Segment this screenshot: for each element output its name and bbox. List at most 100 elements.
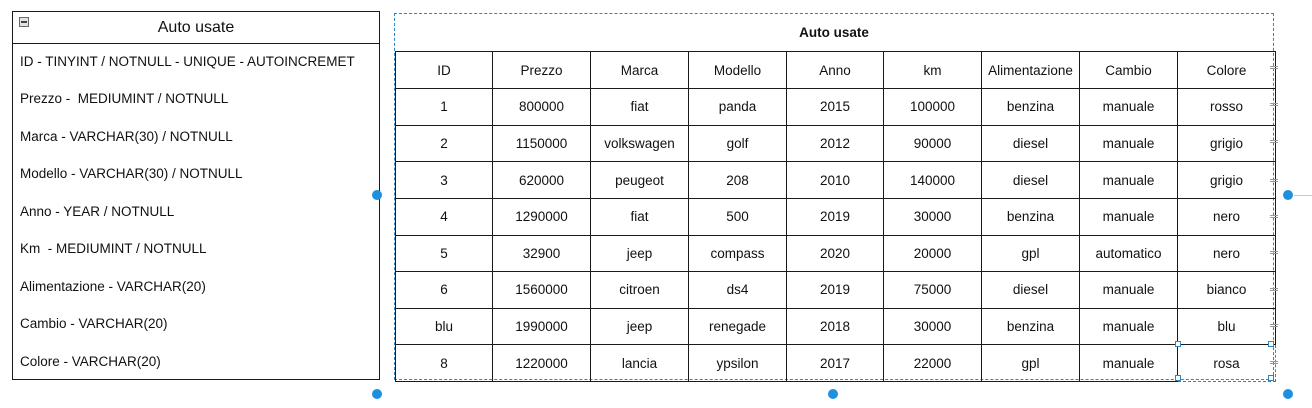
entity-box[interactable]: Auto usate ID - TINYINT / NOTNULL - UNIQ… [12,11,380,380]
table-cell[interactable]: gpl [981,344,1080,382]
table-cell[interactable]: jeep [590,234,689,273]
table-cell[interactable]: fiat [590,88,689,126]
table-cell[interactable]: ds4 [688,271,787,309]
row-resize-handle[interactable] [1270,288,1278,291]
column-header[interactable]: Prezzo [492,51,591,89]
table-cell[interactable]: rosso [1177,88,1276,126]
table-cell[interactable]: 620000 [492,161,591,199]
table-cell[interactable]: citroen [590,271,689,309]
row-resize-handle[interactable] [1270,215,1278,218]
table-cell[interactable]: 5 [395,234,493,273]
table-cell[interactable]: 2018 [786,307,884,346]
table-cell[interactable]: lancia [590,344,689,382]
row-resize-handle[interactable] [1270,179,1278,182]
table-cell[interactable]: manuale [1079,161,1178,199]
table-cell[interactable]: benzina [981,88,1080,126]
table-cell[interactable]: compass [688,234,787,273]
table-cell[interactable]: jeep [590,307,689,346]
selection-handle-top-right[interactable] [1268,341,1274,347]
table-cell[interactable]: 75000 [883,271,982,309]
table-cell[interactable]: manuale [1079,88,1178,126]
table-cell[interactable]: diesel [981,271,1080,309]
column-header[interactable]: Alimentazione [981,51,1080,89]
table-cell[interactable]: benzina [981,197,1080,236]
table-cell[interactable]: manuale [1079,197,1178,236]
table-cell[interactable]: 2020 [786,234,884,273]
table-cell[interactable]: manuale [1079,124,1178,163]
table-cell[interactable]: panda [688,88,787,126]
table-cell[interactable]: automatico [1079,234,1178,273]
row-resize-handle[interactable] [1270,140,1278,143]
table-cell[interactable]: 1150000 [492,124,591,163]
table-cell[interactable]: 2017 [786,344,884,382]
table-cell[interactable]: peugeot [590,161,689,199]
selection-handle-bottom-left[interactable] [1175,375,1181,381]
table-cell[interactable]: grigio [1177,124,1276,163]
table-cell[interactable]: 2019 [786,271,884,309]
table-cell[interactable]: 2012 [786,124,884,163]
connection-point-bottom-center[interactable] [828,389,838,399]
table-cell[interactable]: grigio [1177,161,1276,199]
table-cell[interactable]: 1 [395,88,493,126]
table-cell[interactable]: nero [1177,234,1276,273]
selected-table-cell[interactable]: rosa [1177,344,1276,382]
table-cell[interactable]: gpl [981,234,1080,273]
table-cell[interactable]: manuale [1079,344,1178,382]
table-cell[interactable]: golf [688,124,787,163]
table-cell[interactable]: 6 [395,271,493,309]
table-cell[interactable]: diesel [981,124,1080,163]
table-cell[interactable]: 140000 [883,161,982,199]
column-header[interactable]: Cambio [1079,51,1178,89]
table-cell[interactable]: 1990000 [492,307,591,346]
table-cell[interactable]: 4 [395,197,493,236]
collapse-minus-icon[interactable] [19,17,29,27]
table-cell[interactable]: 2015 [786,88,884,126]
connection-point-right[interactable] [1283,190,1293,200]
row-resize-handle[interactable] [1270,251,1278,254]
column-header[interactable]: ID [395,51,493,89]
table-cell[interactable]: blu [1177,307,1276,346]
table-cell[interactable]: 208 [688,161,787,199]
table-cell[interactable]: volkswagen [590,124,689,163]
data-table-shape[interactable]: Auto usate ID Prezzo Marca Modello Anno km Ali… [394,13,1276,382]
connection-point-bottom-right[interactable] [1283,389,1293,399]
column-header[interactable]: Marca [590,51,689,89]
table-cell[interactable]: 100000 [883,88,982,126]
table-cell[interactable]: 800000 [492,88,591,126]
table-cell[interactable]: 90000 [883,124,982,163]
row-resize-handle[interactable] [1270,103,1278,106]
table-cell[interactable]: bianco [1177,271,1276,309]
selection-handle-bottom-right[interactable] [1268,375,1274,381]
table-cell[interactable]: diesel [981,161,1080,199]
table-cell[interactable]: 2 [395,124,493,163]
table-cell[interactable]: 30000 [883,197,982,236]
table-cell[interactable]: 20000 [883,234,982,273]
row-resize-handle[interactable] [1270,324,1278,327]
table-cell[interactable]: renegade [688,307,787,346]
table-cell[interactable]: 32900 [492,234,591,273]
table-cell[interactable]: 8 [395,344,493,382]
table-cell[interactable]: blu [395,307,493,346]
table-cell[interactable]: ypsilon [688,344,787,382]
table-cell[interactable]: manuale [1079,271,1178,309]
table-cell[interactable]: fiat [590,197,689,236]
column-header[interactable]: Modello [688,51,787,89]
table-cell[interactable]: nero [1177,197,1276,236]
row-resize-handle[interactable] [1270,66,1278,69]
table-cell[interactable]: 22000 [883,344,982,382]
connection-point-left[interactable] [372,190,382,200]
table-cell[interactable]: benzina [981,307,1080,346]
table-cell[interactable]: 500 [688,197,787,236]
table-cell[interactable]: 30000 [883,307,982,346]
selection-handle-top-left[interactable] [1175,341,1181,347]
table-cell[interactable]: 1290000 [492,197,591,236]
column-header[interactable]: Anno [786,51,884,89]
table-cell[interactable]: 2019 [786,197,884,236]
table-cell[interactable]: 2010 [786,161,884,199]
table-cell[interactable]: 1220000 [492,344,591,382]
column-header[interactable]: Colore [1177,51,1276,89]
row-resize-handle[interactable] [1270,361,1278,364]
table-cell[interactable]: manuale [1079,307,1178,346]
connection-point-bottom-left[interactable] [372,389,382,399]
column-header[interactable]: km [883,51,982,89]
